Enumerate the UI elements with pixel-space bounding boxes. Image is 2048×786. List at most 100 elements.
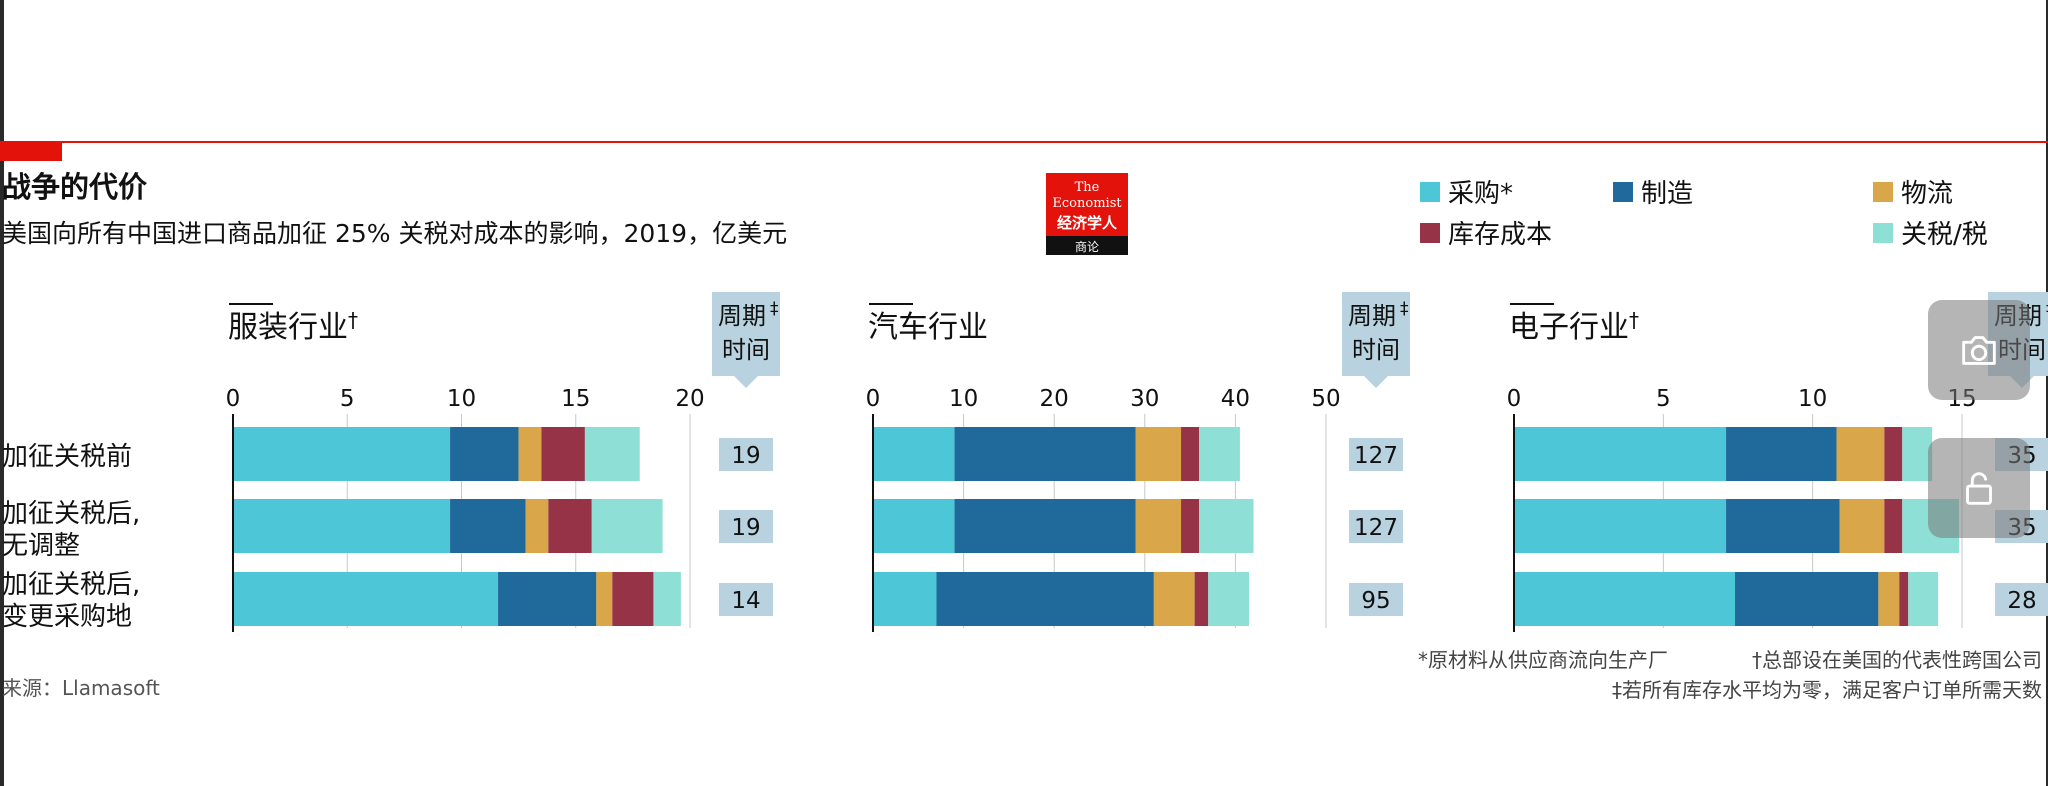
bar-inventory xyxy=(1181,499,1200,553)
chart-subtitle: 美国向所有中国进口商品加征 25% 关税对成本的影响，2019，亿美元 xyxy=(2,219,787,248)
tick-label: 15 xyxy=(561,386,590,412)
bar-logistics xyxy=(1878,572,1900,626)
row-label-no-adjust-1: 加征关税后, xyxy=(2,499,140,529)
cycle-time-header-line1: 周期 xyxy=(1348,302,1396,330)
bar-manufacturing xyxy=(954,499,1136,553)
camera-icon xyxy=(1962,336,1996,365)
bar-logistics xyxy=(1836,427,1885,481)
bar-tariff xyxy=(1199,499,1254,553)
cycle-time-value: 127 xyxy=(1354,515,1398,541)
rotation-lock-button[interactable] xyxy=(1928,438,2030,538)
bar-tariff xyxy=(1908,572,1939,626)
footnote-2: †总部设在美国的代表性跨国公司 xyxy=(1752,648,2042,672)
legend-label-procurement: 采购* xyxy=(1448,179,1513,209)
bar-procurement xyxy=(233,572,499,626)
economist-logo: The Economist 经济学人 商论 xyxy=(1046,173,1128,255)
bar-inventory xyxy=(1884,499,1903,553)
cycle-time-header-mark: ‡ xyxy=(770,299,779,319)
row-label-resource-1: 加征关税后, xyxy=(2,570,140,600)
bar-manufacturing xyxy=(936,572,1154,626)
bar-tariff xyxy=(591,499,663,553)
tick-label: 50 xyxy=(1311,386,1340,412)
cycle-time-value: 19 xyxy=(731,515,760,541)
tick-label: 0 xyxy=(1507,386,1522,412)
cycle-time-header xyxy=(1342,292,1410,388)
legend-swatch-procurement xyxy=(1420,182,1440,202)
red-tab xyxy=(0,143,62,161)
panel-title: 电子行业† xyxy=(1509,308,1639,345)
bar-manufacturing xyxy=(1726,427,1837,481)
tick-label: 40 xyxy=(1221,386,1250,412)
cycle-time-box xyxy=(1349,583,1403,616)
legend-swatch-inventory xyxy=(1420,223,1440,243)
footnote-1: *原材料从供应商流向生产厂 xyxy=(1418,648,1668,672)
cycle-time-header xyxy=(712,292,780,388)
bar-manufacturing xyxy=(1735,572,1879,626)
bar-tariff xyxy=(1199,427,1240,481)
logo-line2: Economist xyxy=(1052,196,1122,211)
row-labels: 加征关税前 加征关税后, 无调整 加征关税后, 变更采购地 xyxy=(2,442,140,632)
bar-manufacturing xyxy=(498,572,597,626)
bar-manufacturing xyxy=(450,427,519,481)
tick-label: 0 xyxy=(226,386,241,412)
panel-title-mark: † xyxy=(1629,308,1639,332)
cycle-time-header-line2: 时间 xyxy=(1352,336,1400,364)
bar-manufacturing xyxy=(450,499,526,553)
bar-tariff xyxy=(1208,572,1249,626)
bar-inventory xyxy=(1194,572,1209,626)
bar-procurement xyxy=(1514,427,1727,481)
bar-procurement xyxy=(233,499,451,553)
cycle-time-box xyxy=(719,510,773,543)
cycle-time-header-line1: 周期 xyxy=(718,302,766,330)
bar-logistics xyxy=(525,499,549,553)
bar-logistics xyxy=(596,572,613,626)
tick-label: 0 xyxy=(866,386,881,412)
cycle-time-value: 14 xyxy=(731,588,760,614)
legend-label-inventory: 库存成本 xyxy=(1448,220,1552,250)
bar-inventory xyxy=(541,427,585,481)
tick-label: 5 xyxy=(1656,386,1671,412)
bar-inventory xyxy=(1884,427,1903,481)
legend: 采购* 制造 物流 库存成本 关税/税 xyxy=(1420,179,1988,250)
cycle-time-header-line2: 时间 xyxy=(722,336,770,364)
window-left-edge xyxy=(0,0,4,786)
tick-label: 20 xyxy=(1040,386,1069,412)
cycle-time-box xyxy=(719,438,773,471)
cycle-time-box xyxy=(1995,583,2048,616)
bar-logistics xyxy=(1135,427,1182,481)
row-label-no-adjust-2: 无调整 xyxy=(2,531,80,561)
cycle-time-value: 19 xyxy=(731,443,760,469)
screenshot-button[interactable] xyxy=(1928,300,2030,400)
bar-procurement xyxy=(1514,572,1736,626)
cycle-time-header-mark: ‡ xyxy=(1400,299,1409,319)
cycle-time-box xyxy=(1349,438,1403,471)
bar-tariff xyxy=(653,572,681,626)
legend-swatch-tariff xyxy=(1873,223,1893,243)
logo-line4: 商论 xyxy=(1075,239,1099,254)
lock-icon xyxy=(1966,472,1992,505)
cycle-time-value: 95 xyxy=(1361,588,1390,614)
bar-inventory xyxy=(1181,427,1200,481)
legend-label-manufacturing: 制造 xyxy=(1641,179,1693,209)
cycle-time-box xyxy=(719,583,773,616)
panel-title-mark: † xyxy=(348,308,358,332)
row-label-before: 加征关税前 xyxy=(2,442,132,472)
panel-title: 汽车行业 xyxy=(868,310,988,345)
tick-label: 10 xyxy=(949,386,978,412)
cycle-time-value: 28 xyxy=(2007,588,2036,614)
bar-logistics xyxy=(1839,499,1885,553)
bar-procurement xyxy=(873,572,937,626)
bar-logistics xyxy=(1135,499,1182,553)
bar-logistics xyxy=(1153,572,1195,626)
window-right-edge xyxy=(2046,0,2048,786)
bar-procurement xyxy=(873,427,955,481)
bar-logistics xyxy=(518,427,542,481)
legend-swatch-logistics xyxy=(1873,182,1893,202)
tick-label: 30 xyxy=(1130,386,1159,412)
bar-manufacturing xyxy=(954,427,1136,481)
row-label-resource-2: 变更采购地 xyxy=(2,602,132,632)
panel-title: 服装行业† xyxy=(228,308,358,345)
